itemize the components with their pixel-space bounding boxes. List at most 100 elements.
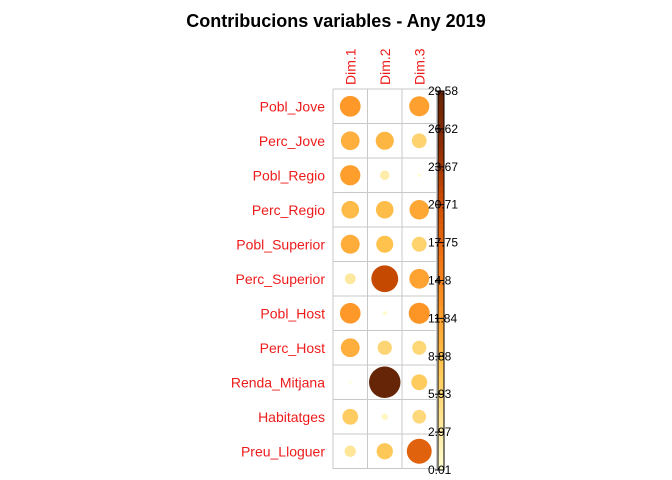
colorbar-segment — [438, 394, 444, 402]
contribution-circle — [375, 200, 394, 219]
colorbar-segment — [438, 451, 444, 458]
colorbar-segment — [438, 91, 444, 98]
colorbar-tick-label: 0.01 — [428, 463, 452, 477]
colorbar-segment — [438, 147, 444, 155]
colorbar-segment — [438, 204, 444, 212]
colorbar-segment — [438, 457, 444, 465]
colorbar-segment — [438, 413, 444, 421]
contribution-circle — [340, 234, 360, 254]
colorbar-segment — [438, 362, 444, 370]
column-label: Dim.3 — [411, 48, 427, 85]
row-label: Pobl_Superior — [236, 236, 325, 252]
contribution-circle — [412, 340, 427, 355]
chart-title: Contribucions variables - Any 2019 — [186, 11, 485, 31]
contribution-circle — [382, 311, 387, 316]
colorbar-segment — [438, 141, 444, 149]
colorbar-segment — [438, 255, 444, 263]
row-label: Pobl_Host — [260, 305, 325, 321]
colorbar-segment — [438, 343, 444, 351]
colorbar-segment — [438, 356, 444, 364]
colorbar-segment — [438, 432, 444, 440]
contribution-circle — [376, 235, 394, 253]
contribution-circle — [417, 173, 421, 177]
contribution-circle — [409, 200, 429, 220]
contribution-circle — [406, 438, 432, 464]
contribution-circle — [409, 96, 430, 117]
contribution-circle — [411, 374, 428, 391]
contribution-circle — [380, 170, 390, 180]
colorbar-segment — [438, 337, 444, 345]
colorbar-segment — [438, 318, 444, 326]
contribution-circle — [340, 338, 360, 358]
contribution-circle — [339, 302, 361, 324]
contribution-circle — [340, 131, 360, 151]
colorbar-segment — [438, 217, 444, 225]
colorbar-segment — [438, 192, 444, 199]
contribution-circle — [369, 366, 401, 398]
colorbar-segment — [438, 248, 444, 256]
colorbar-tick-label: 5.93 — [428, 387, 452, 401]
contribution-circle — [381, 413, 388, 420]
column-label: Dim.1 — [342, 48, 358, 85]
colorbar-segment — [438, 154, 444, 162]
colorbar-segment — [438, 223, 444, 231]
row-label: Perc_Regio — [252, 202, 325, 218]
colorbar-segment — [438, 444, 444, 452]
colorbar-segment — [438, 198, 444, 206]
contribution-circle — [342, 408, 359, 425]
row-label: Perc_Jove — [259, 133, 325, 149]
colorbar-segment — [438, 267, 444, 275]
contribution-circle — [376, 443, 393, 460]
contribution-circle — [371, 265, 399, 293]
contribution-circle — [411, 236, 427, 252]
colorbar-segment — [438, 236, 444, 244]
colorbar-segment — [438, 173, 444, 181]
colorbar-segment — [438, 381, 444, 389]
colorbar-segment — [438, 211, 444, 218]
colorbar-segment — [438, 293, 444, 301]
colorbar-segment — [438, 122, 444, 130]
colorbar-segment — [438, 349, 444, 357]
contribution-circle — [375, 131, 394, 150]
row-label: Perc_Superior — [236, 271, 326, 287]
colorbar-tick-label: 29.58 — [428, 84, 458, 98]
colorbar-tick-label: 2.97 — [428, 425, 452, 439]
colorbar-segment — [438, 387, 444, 395]
colorbar-segment — [438, 185, 444, 193]
contribution-circle — [412, 409, 427, 424]
colorbar-segment — [438, 116, 444, 124]
contribution-circle — [408, 302, 430, 324]
contribution-circle — [409, 268, 430, 289]
colorbar-segment — [438, 286, 444, 294]
contribution-circle — [411, 133, 427, 149]
colorbar-segment — [438, 368, 444, 376]
colorbar-segment — [438, 331, 444, 338]
colorbar-segment — [438, 103, 444, 111]
row-label: Pobl_Regio — [253, 167, 326, 183]
contribution-circle — [348, 380, 352, 384]
colorbar-segment — [438, 166, 444, 174]
colorbar-segment — [438, 128, 444, 136]
colorbar-segment — [438, 135, 444, 143]
contribution-circle — [344, 273, 356, 285]
column-label: Dim.2 — [377, 48, 393, 85]
colorbar-segment — [438, 242, 444, 250]
contribution-circle — [341, 200, 360, 219]
colorbar-segment — [438, 280, 444, 288]
colorbar-segment — [438, 97, 444, 105]
colorbar-tick-label: 8.88 — [428, 349, 452, 363]
colorbar-segment — [438, 274, 444, 282]
colorbar-tick-label: 14.8 — [428, 274, 452, 288]
contribution-circle — [340, 165, 361, 186]
contribution-circle — [344, 445, 356, 457]
colorbar-segment — [438, 299, 444, 307]
row-label: Renda_Mitjana — [231, 374, 325, 390]
colorbar-segment — [438, 406, 444, 414]
colorbar-segment — [438, 179, 444, 187]
colorbar-segment — [438, 305, 444, 313]
colorbar-segment — [438, 375, 444, 383]
colorbar-tick-label: 20.71 — [428, 198, 458, 212]
colorbar-segment — [438, 312, 444, 319]
colorbar-tick-label: 11.84 — [428, 311, 457, 325]
